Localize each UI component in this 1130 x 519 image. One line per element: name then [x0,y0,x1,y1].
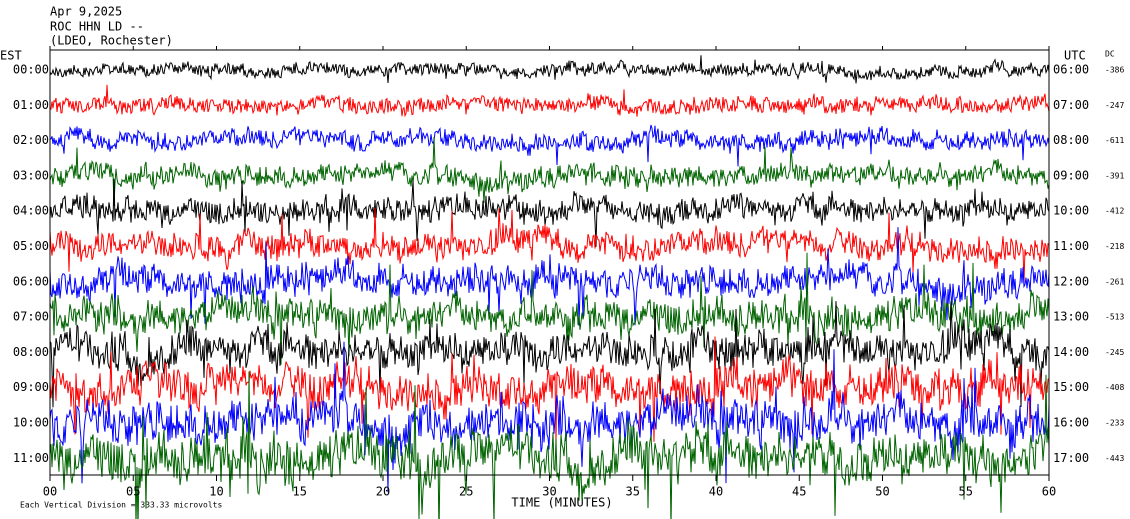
trace [49,341,1050,493]
dc-value: -412 [1105,207,1124,216]
est-label: 11:00 [13,451,49,465]
network: (LDEO, Rochester) [50,34,173,48]
x-tick-label: 40 [709,485,723,499]
x-tick-label: 20 [376,485,390,499]
utc-label: 07:00 [1053,98,1089,112]
trace [49,227,1050,326]
est-label: 06:00 [13,274,49,288]
est-label: 08:00 [13,345,49,359]
x-tick-label: 15 [293,485,307,499]
trace [49,178,1050,247]
x-axis-label: TIME (MINUTES) [511,496,612,510]
est-label: 00:00 [13,63,49,77]
trace [49,55,1050,84]
dc-value: -247 [1105,101,1124,110]
utc-label: 15:00 [1053,380,1089,394]
dc-value: -443 [1105,454,1124,463]
trace [49,301,1050,408]
est-label: 04:00 [13,204,49,218]
est-label: 09:00 [13,380,49,394]
x-tick-label: 30 [542,485,556,499]
trace [49,124,1050,167]
x-tick-label: 55 [959,485,973,499]
dc-value: -245 [1105,348,1124,357]
x-tick-label: 45 [792,485,806,499]
x-tick-label: 25 [459,485,473,499]
dc-value: -513 [1105,313,1124,322]
x-tick-label: 10 [209,485,223,499]
right-axis-label: UTC [1064,49,1086,63]
dc-label: DC [1105,50,1115,59]
est-label: 07:00 [13,310,49,324]
utc-label: 06:00 [1053,63,1089,77]
utc-label: 11:00 [1053,239,1089,253]
x-tick-label: 00 [43,485,57,499]
trace [49,252,1050,365]
est-label: 01:00 [13,98,49,112]
trace [49,84,1050,118]
dc-value: -386 [1105,66,1124,75]
x-tick-label: 05 [126,485,140,499]
utc-label: 14:00 [1053,345,1089,359]
trace [49,136,1050,207]
dc-value: -611 [1105,136,1124,145]
utc-label: 09:00 [1053,168,1089,182]
est-label: 02:00 [13,133,49,147]
dc-value: -261 [1105,277,1124,286]
x-tick-label: 60 [1042,485,1056,499]
est-label: 10:00 [13,416,49,430]
x-tick-label: 50 [875,485,889,499]
utc-label: 13:00 [1053,310,1089,324]
est-label: 05:00 [13,239,49,253]
utc-label: 10:00 [1053,204,1089,218]
x-tick-label: 35 [626,485,640,499]
utc-label: 17:00 [1053,451,1089,465]
left-axis-label: EST [0,49,22,63]
utc-label: 12:00 [1053,274,1089,288]
trace [49,371,1050,519]
dc-value: -218 [1105,242,1124,251]
dc-value: -233 [1105,419,1124,428]
dc-value: -408 [1105,383,1124,392]
trace [49,207,1050,283]
utc-label: 08:00 [1053,133,1089,147]
est-label: 03:00 [13,168,49,182]
date: Apr 9,2025 [50,5,122,19]
trace [49,336,1050,444]
note: Each Vertical Division = 333.33 microvol… [20,501,222,510]
dc-value: -391 [1105,171,1124,180]
utc-label: 16:00 [1053,416,1089,430]
station: ROC HHN LD -- [50,20,144,34]
